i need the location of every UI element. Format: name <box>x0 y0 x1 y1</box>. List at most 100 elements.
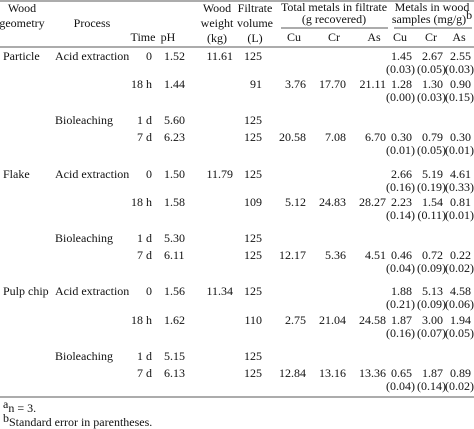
cell: Pulp chip <box>3 284 49 298</box>
cell: 125 <box>244 349 262 363</box>
header-text: volume <box>237 16 273 30</box>
cell: 21.11 <box>359 77 386 91</box>
cell: 1 d <box>137 113 152 127</box>
cell: 4.51 <box>365 248 386 262</box>
cell-error: (0.14) <box>417 379 446 393</box>
group-header-text: Metals in wood <box>395 0 470 14</box>
cell-value: 0.22 <box>450 248 471 262</box>
group-header-text: Total metals in filtrate <box>281 0 387 14</box>
cell-value: 0.81 <box>450 195 471 209</box>
cell-value: 4.58 <box>450 284 471 298</box>
footnote: an = 3. <box>3 397 36 415</box>
cell: 5.30 <box>164 231 185 245</box>
cell-error: (0.03) <box>386 62 415 76</box>
cell: 6.11 <box>164 248 185 262</box>
cell: 2.75 <box>285 313 306 327</box>
cell-error: (0.04) <box>386 379 415 393</box>
cell: Particle <box>3 49 40 63</box>
group-header: Metals in wood <box>395 0 470 14</box>
cell-error: (0.01) <box>445 208 474 222</box>
subheader: Cu <box>393 30 407 44</box>
cell: 11.34 <box>206 284 233 298</box>
cell-error: (0.33) <box>445 180 474 194</box>
cell-value: 0.89 <box>450 366 471 380</box>
cell: 17.70 <box>319 77 346 91</box>
cell-error: (0.00) <box>386 90 415 104</box>
cell-value: 2.55 <box>450 49 471 63</box>
cell: Bioleaching <box>55 349 113 363</box>
subheader: Cu <box>287 30 301 44</box>
cell: 28.27 <box>359 195 386 209</box>
cell: 125 <box>244 231 262 245</box>
cell: 1.56 <box>164 284 185 298</box>
cell-value: 1.94 <box>450 313 471 327</box>
cell: 1.62 <box>164 313 185 327</box>
cell: Bioleaching <box>55 231 113 245</box>
cell: 5.36 <box>325 248 346 262</box>
cell: 125 <box>244 49 262 63</box>
cell-value: 1.30 <box>422 77 443 91</box>
cell: 11.61 <box>206 49 233 63</box>
cell-error: (0.16) <box>386 326 415 340</box>
cell-value: 5.13 <box>422 284 443 298</box>
cell: 24.83 <box>319 195 346 209</box>
cell: 125 <box>244 366 262 380</box>
cell-error: (0.15) <box>445 90 474 104</box>
cell-error: (0.05) <box>445 326 474 340</box>
cell: Flake <box>3 167 30 181</box>
cell: 6.23 <box>164 130 185 144</box>
cell-error: (0.04) <box>386 261 415 275</box>
cell-value: 0.30 <box>391 130 412 144</box>
cell-value: 0.90 <box>450 77 471 91</box>
header-text: Filtrate <box>238 1 273 15</box>
cell: 12.84 <box>279 366 306 380</box>
cell-value: 4.61 <box>450 167 471 181</box>
cell-error: (0.14) <box>386 208 415 222</box>
cell-value: 1.87 <box>422 366 443 380</box>
subheader: As <box>367 30 381 44</box>
cell: 0 <box>146 284 152 298</box>
group-header-text: (g recovered) <box>302 12 366 26</box>
header-text: Process <box>74 16 111 30</box>
header-text: geometry <box>0 16 45 30</box>
cell: 1 d <box>137 349 152 363</box>
cell-value: 1.45 <box>391 49 412 63</box>
cell: 6.70 <box>365 130 386 144</box>
cell: 18 h <box>131 313 152 327</box>
header-text: Wood <box>8 1 36 15</box>
cell: 5.15 <box>164 349 185 363</box>
cell-error: (0.03) <box>417 90 446 104</box>
cell-value: 3.00 <box>422 313 443 327</box>
cell: 1.58 <box>164 195 185 209</box>
header-text: Time <box>131 30 156 44</box>
cell-value: 1.88 <box>391 284 412 298</box>
cell: 125 <box>244 130 262 144</box>
cell-value: 1.87 <box>391 313 412 327</box>
cell: Acid extraction <box>55 284 129 298</box>
cell-value: 0.30 <box>450 130 471 144</box>
cell: 1.50 <box>164 167 185 181</box>
cell-value: 0.46 <box>391 248 412 262</box>
subheader: As <box>452 30 466 44</box>
cell: 1.52 <box>164 49 185 63</box>
cell: 13.16 <box>319 366 346 380</box>
cell: 11.79 <box>206 167 233 181</box>
cell: Acid extraction <box>55 49 129 63</box>
cell-error: (0.09) <box>417 261 446 275</box>
cell: 6.13 <box>164 366 185 380</box>
cell-error: (0.11) <box>417 208 446 222</box>
cell: 7 d <box>137 130 152 144</box>
cell: 13.36 <box>359 366 386 380</box>
cell: 0 <box>146 167 152 181</box>
superscript: b <box>466 8 472 22</box>
cell-error: (0.07) <box>417 326 446 340</box>
cell: 109 <box>244 195 262 209</box>
cell: 3.76 <box>285 77 306 91</box>
cell: 12.17 <box>279 248 306 262</box>
cell-value: 1.54 <box>422 195 443 209</box>
cell: 110 <box>244 313 262 327</box>
footnote-text: Standard error in parentheses. <box>9 415 152 429</box>
cell: Bioleaching <box>55 113 113 127</box>
cell: 1 d <box>137 231 152 245</box>
